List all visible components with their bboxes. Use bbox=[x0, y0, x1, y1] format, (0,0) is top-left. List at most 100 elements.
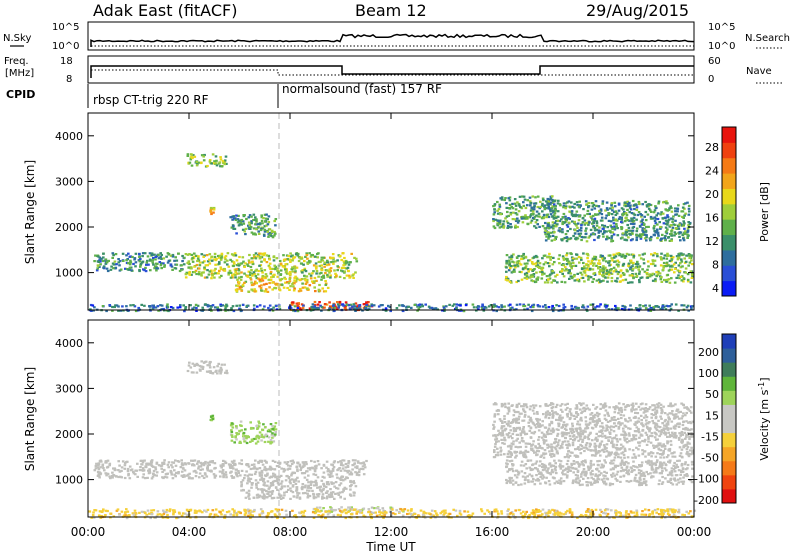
scatter-cell bbox=[647, 203, 650, 206]
scatter-cell bbox=[603, 417, 607, 420]
scatter-cell bbox=[676, 269, 680, 272]
scatter-cell bbox=[266, 480, 270, 483]
scatter-cell bbox=[350, 472, 354, 475]
scatter-cell bbox=[308, 261, 311, 264]
scatter-cell bbox=[617, 453, 620, 456]
scatter-cell bbox=[160, 253, 163, 257]
scatter-cell bbox=[532, 449, 535, 452]
scatter-cell bbox=[642, 262, 646, 265]
scatter-cell bbox=[534, 265, 538, 268]
scatter-cell bbox=[548, 198, 552, 201]
scatter-cell bbox=[641, 218, 644, 221]
scatter-cell bbox=[257, 277, 260, 280]
scatter-cell bbox=[544, 452, 548, 455]
scatter-cell bbox=[584, 423, 588, 426]
scatter-cell bbox=[667, 416, 670, 419]
scatter-cell bbox=[580, 404, 583, 407]
scatter-cell bbox=[354, 485, 358, 488]
scatter-cell bbox=[221, 463, 225, 466]
scatter-cell bbox=[489, 304, 493, 307]
scatter-cell bbox=[167, 461, 171, 464]
scatter-cell bbox=[187, 364, 191, 367]
scatter-cell bbox=[658, 444, 661, 447]
scatter-cell bbox=[593, 219, 596, 222]
scatter-cell bbox=[595, 213, 598, 216]
scatter-cell bbox=[242, 260, 245, 263]
scatter-cell bbox=[296, 306, 300, 309]
scatter-cell bbox=[598, 209, 601, 213]
scatter-cell bbox=[357, 461, 360, 464]
scatter-cell bbox=[520, 278, 524, 281]
scatter-cell bbox=[455, 307, 458, 310]
scatter-cell bbox=[690, 273, 694, 276]
scatter-cell bbox=[178, 269, 182, 273]
scatter-cell bbox=[146, 259, 149, 262]
scatter-cell bbox=[671, 265, 674, 268]
scatter-cell bbox=[631, 229, 635, 232]
scatter-cell bbox=[338, 484, 341, 487]
scatter-cell bbox=[557, 257, 560, 260]
scatter-cell bbox=[300, 467, 303, 470]
scatter-cell bbox=[554, 440, 558, 443]
scatter-cell bbox=[671, 256, 675, 259]
scatter-cell bbox=[252, 496, 256, 499]
scatter-cell bbox=[661, 233, 664, 236]
scatter-cell bbox=[639, 257, 643, 260]
scatter-cell bbox=[641, 233, 645, 236]
scatter-cell bbox=[579, 232, 583, 235]
scatter-cell bbox=[201, 306, 204, 309]
scatter-cell bbox=[583, 219, 587, 222]
scatter-cell bbox=[320, 278, 323, 281]
scatter-cell bbox=[509, 211, 513, 214]
scatter-cell bbox=[617, 217, 621, 220]
scatter-cell bbox=[336, 492, 340, 495]
scatter-cell bbox=[644, 407, 647, 410]
scatter-cell bbox=[642, 425, 645, 428]
scatter-cell bbox=[547, 237, 550, 240]
scatter-cell bbox=[256, 434, 259, 437]
scatter-cell bbox=[388, 510, 392, 513]
scatter-cell bbox=[599, 268, 602, 271]
scatter-cell bbox=[328, 307, 331, 310]
scatter-cell bbox=[278, 307, 282, 311]
scatter-cell bbox=[686, 201, 689, 204]
scatter-cell bbox=[305, 463, 308, 466]
scatter-cell bbox=[533, 202, 536, 205]
scatter-cell bbox=[629, 204, 632, 207]
scatter-cell bbox=[610, 418, 614, 421]
scatter-cell bbox=[513, 264, 517, 267]
scatter-cell bbox=[218, 369, 222, 372]
scatter-cell bbox=[670, 256, 673, 259]
scatter-cell bbox=[566, 230, 569, 233]
scatter-cell bbox=[572, 434, 576, 437]
scatter-cell bbox=[536, 265, 540, 268]
scatter-cell bbox=[670, 224, 673, 227]
scatter-cell bbox=[258, 459, 262, 462]
scatter-cell bbox=[591, 218, 594, 221]
scatter-cell bbox=[661, 410, 664, 413]
scatter-cell bbox=[312, 495, 316, 498]
scatter-cell bbox=[581, 276, 585, 279]
scatter-cell bbox=[680, 448, 684, 451]
scatter-cell bbox=[97, 260, 100, 263]
scatter-cell bbox=[267, 264, 271, 267]
scatter-cell bbox=[598, 450, 602, 453]
scatter-cell bbox=[299, 468, 302, 472]
scatter-cell bbox=[598, 211, 602, 214]
y-tick-label: 3000 bbox=[55, 175, 83, 188]
scatter-cell bbox=[666, 219, 669, 223]
scatter-cell bbox=[430, 306, 434, 309]
scatter-cell bbox=[642, 305, 645, 308]
scatter-cell bbox=[661, 212, 665, 215]
scatter-cell bbox=[541, 210, 544, 213]
scatter-cell bbox=[191, 256, 194, 260]
scatter-cell bbox=[370, 304, 374, 307]
freq-trace bbox=[90, 65, 694, 78]
scatter-cell bbox=[294, 478, 298, 481]
scatter-cell bbox=[329, 274, 332, 277]
scatter-cell bbox=[154, 306, 158, 309]
scatter-cell bbox=[98, 259, 101, 262]
scatter-cell bbox=[285, 475, 288, 478]
